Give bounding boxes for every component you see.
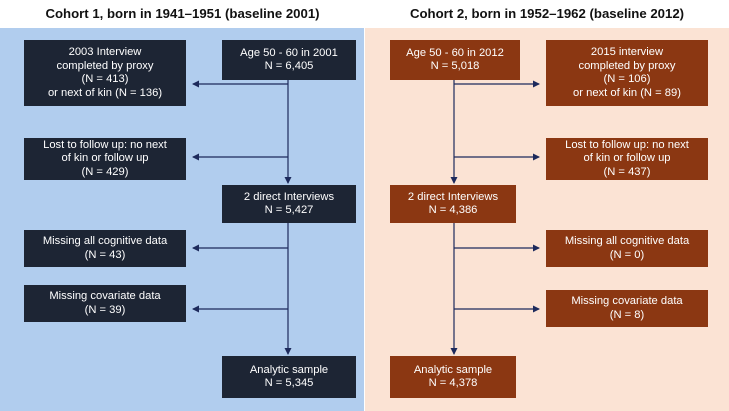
cohort2-lost-line-1: Lost to follow up: no next <box>565 138 689 151</box>
cohort2-proxy-line-3: (N = 106) <box>603 73 651 85</box>
cohort1-proxy-box: 2003 Interview completed by proxy (N = 4… <box>24 40 186 106</box>
cohort2-direct-line-1: 2 direct Interviews <box>407 190 499 203</box>
cohort2-start-line-2: N = 5,018 <box>430 60 480 72</box>
cohort2-covariate-line-1: Missing covariate data <box>571 295 683 307</box>
cohort1-title: Cohort 1, born in 1941–1951 (baseline 20… <box>45 6 320 21</box>
cohort1-cognitive-line-2: (N = 43) <box>84 248 126 261</box>
cohort1-analytic-line-2: N = 5,345 <box>264 377 314 389</box>
cohort2-direct-line-2: N = 4,386 <box>428 204 478 216</box>
cohort1-analytic-box: Analytic sample N = 5,345 <box>222 356 356 398</box>
cohort2-analytic-box: Analytic sample N = 4,378 <box>390 356 516 398</box>
cohort1-lost-line-1: Lost to follow up: no next <box>43 138 167 151</box>
cohort1-direct-line-2: N = 5,427 <box>264 204 314 216</box>
cohort1-direct-box: 2 direct Interviews N = 5,427 <box>222 185 356 223</box>
cohort1-start-line-2: N = 6,405 <box>264 60 314 72</box>
cohort1-proxy-line-4: or next of kin (N = 136) <box>47 86 163 99</box>
cohort2-covariate-box: Missing covariate data (N = 8) <box>546 290 708 327</box>
cohort1-cognitive-line-1: Missing all cognitive data <box>42 235 168 247</box>
cohort2-lost-line-2: of kin or follow up <box>583 152 671 165</box>
cohort2-cognitive-line-2: (N = 0) <box>609 248 645 261</box>
cohort1-start-box: Age 50 - 60 in 2001 N = 6,405 <box>222 40 356 80</box>
cohort1-lost-line-2: of kin or follow up <box>61 152 149 165</box>
cohort1-direct-line-1: 2 direct Interviews <box>243 190 335 203</box>
cohort2-proxy-line-2: completed by proxy <box>578 59 676 72</box>
cohort1-analytic-line-1: Analytic sample <box>249 363 329 376</box>
cohort2-direct-box: 2 direct Interviews N = 4,386 <box>390 185 516 223</box>
cohort1-covariate-box: Missing covariate data (N = 39) <box>24 285 186 322</box>
cohort2-lost-line-3: (N = 437) <box>603 165 651 178</box>
cohort1-lost-box: Lost to follow up: no next of kin or fol… <box>24 138 186 180</box>
cohort2-start-line-1: Age 50 - 60 in 2012 <box>406 46 504 59</box>
cohort2-title: Cohort 2, born in 1952–1962 (baseline 20… <box>409 6 685 21</box>
cohort1-covariate-line-2: (N = 39) <box>84 303 126 316</box>
cohort1-proxy-line-1: 2003 Interview <box>68 46 142 58</box>
cohort2-start-box: Age 50 - 60 in 2012 N = 5,018 <box>390 40 520 80</box>
cohort1-covariate-line-1: Missing covariate data <box>49 290 161 302</box>
cohort2-cognitive-box: Missing all cognitive data (N = 0) <box>546 230 708 267</box>
cohort2-cognitive-line-1: Missing all cognitive data <box>564 235 690 247</box>
cohort2-lost-box: Lost to follow up: no next of kin or fol… <box>546 138 708 180</box>
cohort1-start-line-1: Age 50 - 60 in 2001 <box>240 46 338 59</box>
cohort1-proxy-line-3: (N = 413) <box>81 73 129 85</box>
cohort1-lost-line-3: (N = 429) <box>81 165 129 178</box>
cohort2-proxy-line-1: 2015 interview <box>590 46 664 58</box>
cohort2-proxy-box: 2015 interview completed by proxy (N = 1… <box>546 40 708 106</box>
cohort1-cognitive-box: Missing all cognitive data (N = 43) <box>24 230 186 267</box>
cohort2-proxy-line-4: or next of kin (N = 89) <box>573 86 681 99</box>
cohort1-proxy-line-2: completed by proxy <box>56 59 154 72</box>
cohort2-analytic-line-1: Analytic sample <box>413 363 493 376</box>
cohort2-covariate-line-2: (N = 8) <box>609 308 645 321</box>
cohort2-analytic-line-2: N = 4,378 <box>428 377 478 389</box>
